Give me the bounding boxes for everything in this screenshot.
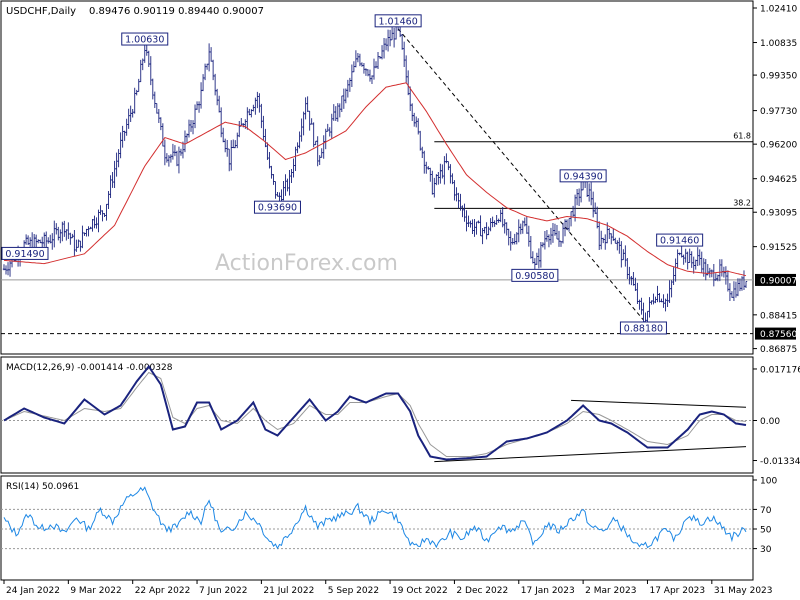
x-axis-tick-label: 24 Jan 2022 <box>6 586 60 596</box>
x-axis-tick-label: 9 Mar 2022 <box>70 586 121 596</box>
price-label-text: 0.93690 <box>258 203 297 214</box>
rsi-panel <box>0 475 754 581</box>
rsi-plot <box>1 486 753 550</box>
price-label: 1.01460 <box>374 14 422 28</box>
price-label-box <box>1 246 49 260</box>
macd-title: MACD(12,26,9) -0.001414 -0.000328 <box>6 363 173 373</box>
y-axis-highlight <box>755 273 796 286</box>
y-axis-tick-label: 0.88415 <box>760 311 797 321</box>
ohlc-readout: 0.89476 0.90119 0.89440 0.90007 <box>89 6 264 17</box>
y-axis-tick-label: 0.87560 <box>760 330 797 340</box>
rsi-y-axis: 100 70 50 30 <box>753 477 777 555</box>
price-label-text: 1.00630 <box>125 35 164 46</box>
y-axis-tick-label: 1.02410 <box>760 5 797 15</box>
price-label-text: 1.01460 <box>378 16 417 27</box>
rsi-title: RSI(14) 50.0961 <box>6 482 79 492</box>
price-label-text: 0.90580 <box>515 271 554 282</box>
macd-line <box>3 364 747 461</box>
price-label: 0.88180 <box>619 321 667 335</box>
price-label-box <box>253 200 301 214</box>
y-axis-tick-label: 0.017176 <box>760 365 800 375</box>
price-label: 1.00630 <box>121 32 169 46</box>
price-label: 0.91460 <box>656 233 704 247</box>
x-axis-tick-label: 17 Apr 2023 <box>649 586 705 596</box>
price-ma <box>3 82 747 277</box>
price-bars <box>2 22 748 327</box>
price-label: 0.93690 <box>253 200 301 214</box>
macd-trendline <box>434 446 747 463</box>
y-axis-tick-label: 70 <box>760 506 772 516</box>
price-label-box <box>511 268 559 282</box>
price-label-box <box>121 32 169 46</box>
x-axis-tick-label: 17 Jan 2023 <box>521 586 575 596</box>
y-axis-tick-label: 0.91525 <box>760 243 797 253</box>
y-axis-tick-label: 50 <box>760 526 772 536</box>
x-axis-tick-label: 19 Oct 2022 <box>392 586 448 596</box>
y-axis-tick-label: 0.97730 <box>760 107 797 117</box>
price-trendline <box>397 28 644 321</box>
macd-plot <box>1 364 753 463</box>
price-label: 0.91490 <box>1 246 49 260</box>
price-label-text: 0.91460 <box>660 236 699 247</box>
price-label-box <box>619 321 667 335</box>
x-axis: 24 Jan 2022 9 Mar 2022 22 Apr 2022 7 Jun 20… <box>3 580 773 596</box>
y-axis-tick-label: 0.96200 <box>760 141 797 151</box>
price-label-box <box>656 233 704 247</box>
y-axis-tick-label: 100 <box>760 477 777 487</box>
macd-trendline <box>571 399 747 408</box>
fib-level-label: 61.8 <box>733 132 751 141</box>
moving-average-line <box>3 82 747 277</box>
price-bar <box>744 280 748 288</box>
x-axis-tick-label: 5 Sep 2022 <box>328 586 379 596</box>
price-panel <box>0 0 754 355</box>
watermark: ActionForex.com <box>215 251 398 276</box>
price-label: 0.90580 <box>511 268 559 282</box>
price-label-box <box>559 169 607 183</box>
price-label-text: 0.94390 <box>563 171 602 182</box>
x-axis-tick-label: 22 Apr 2022 <box>135 586 191 596</box>
macd-y-axis: 0.017176 0.00 -0.01334 <box>753 365 800 467</box>
fib-level-label: 38.2 <box>733 198 751 207</box>
x-axis-tick-label: 2 Mar 2023 <box>585 586 636 596</box>
price-y-axis: 1.02410 1.00835 0.99350 0.97730 0.96200 0.946… <box>753 5 797 355</box>
x-axis-tick-label: 21 Jul 2022 <box>263 586 314 596</box>
symbol-label: USDCHF,Daily <box>6 6 76 17</box>
price-annotations: 1.00630 1.01460 0.93690 0.90580 0.94390 0.914… <box>1 14 704 335</box>
rsi-line <box>3 486 747 550</box>
price-label: 0.94390 <box>559 169 607 183</box>
price-label-text: 0.88180 <box>624 323 663 334</box>
x-axis-tick-label: 31 May 2023 <box>714 586 773 596</box>
macd-panel <box>0 356 754 474</box>
y-axis-tick-label: 1.00835 <box>760 39 797 49</box>
y-axis-tick-label: 0.86875 <box>760 345 797 355</box>
y-axis-tick-label: 30 <box>760 545 772 555</box>
y-axis-tick-label: 0.90007 <box>760 276 797 286</box>
y-axis-tick-label: 0.00 <box>760 417 780 427</box>
macd-signal-line <box>3 371 747 457</box>
y-axis-highlight <box>755 327 796 340</box>
y-axis-tick-label: 0.99350 <box>760 72 797 82</box>
y-axis-tick-label: 0.93095 <box>760 209 797 219</box>
x-axis-tick-label: 2 Dec 2022 <box>456 586 508 596</box>
y-axis-tick-label: 0.94625 <box>760 175 797 185</box>
price-label-box <box>374 14 422 28</box>
price-label-text: 0.91490 <box>5 249 44 260</box>
y-axis-tick-label: -0.01334 <box>760 457 800 467</box>
x-axis-tick-label: 7 Jun 2022 <box>199 586 247 596</box>
